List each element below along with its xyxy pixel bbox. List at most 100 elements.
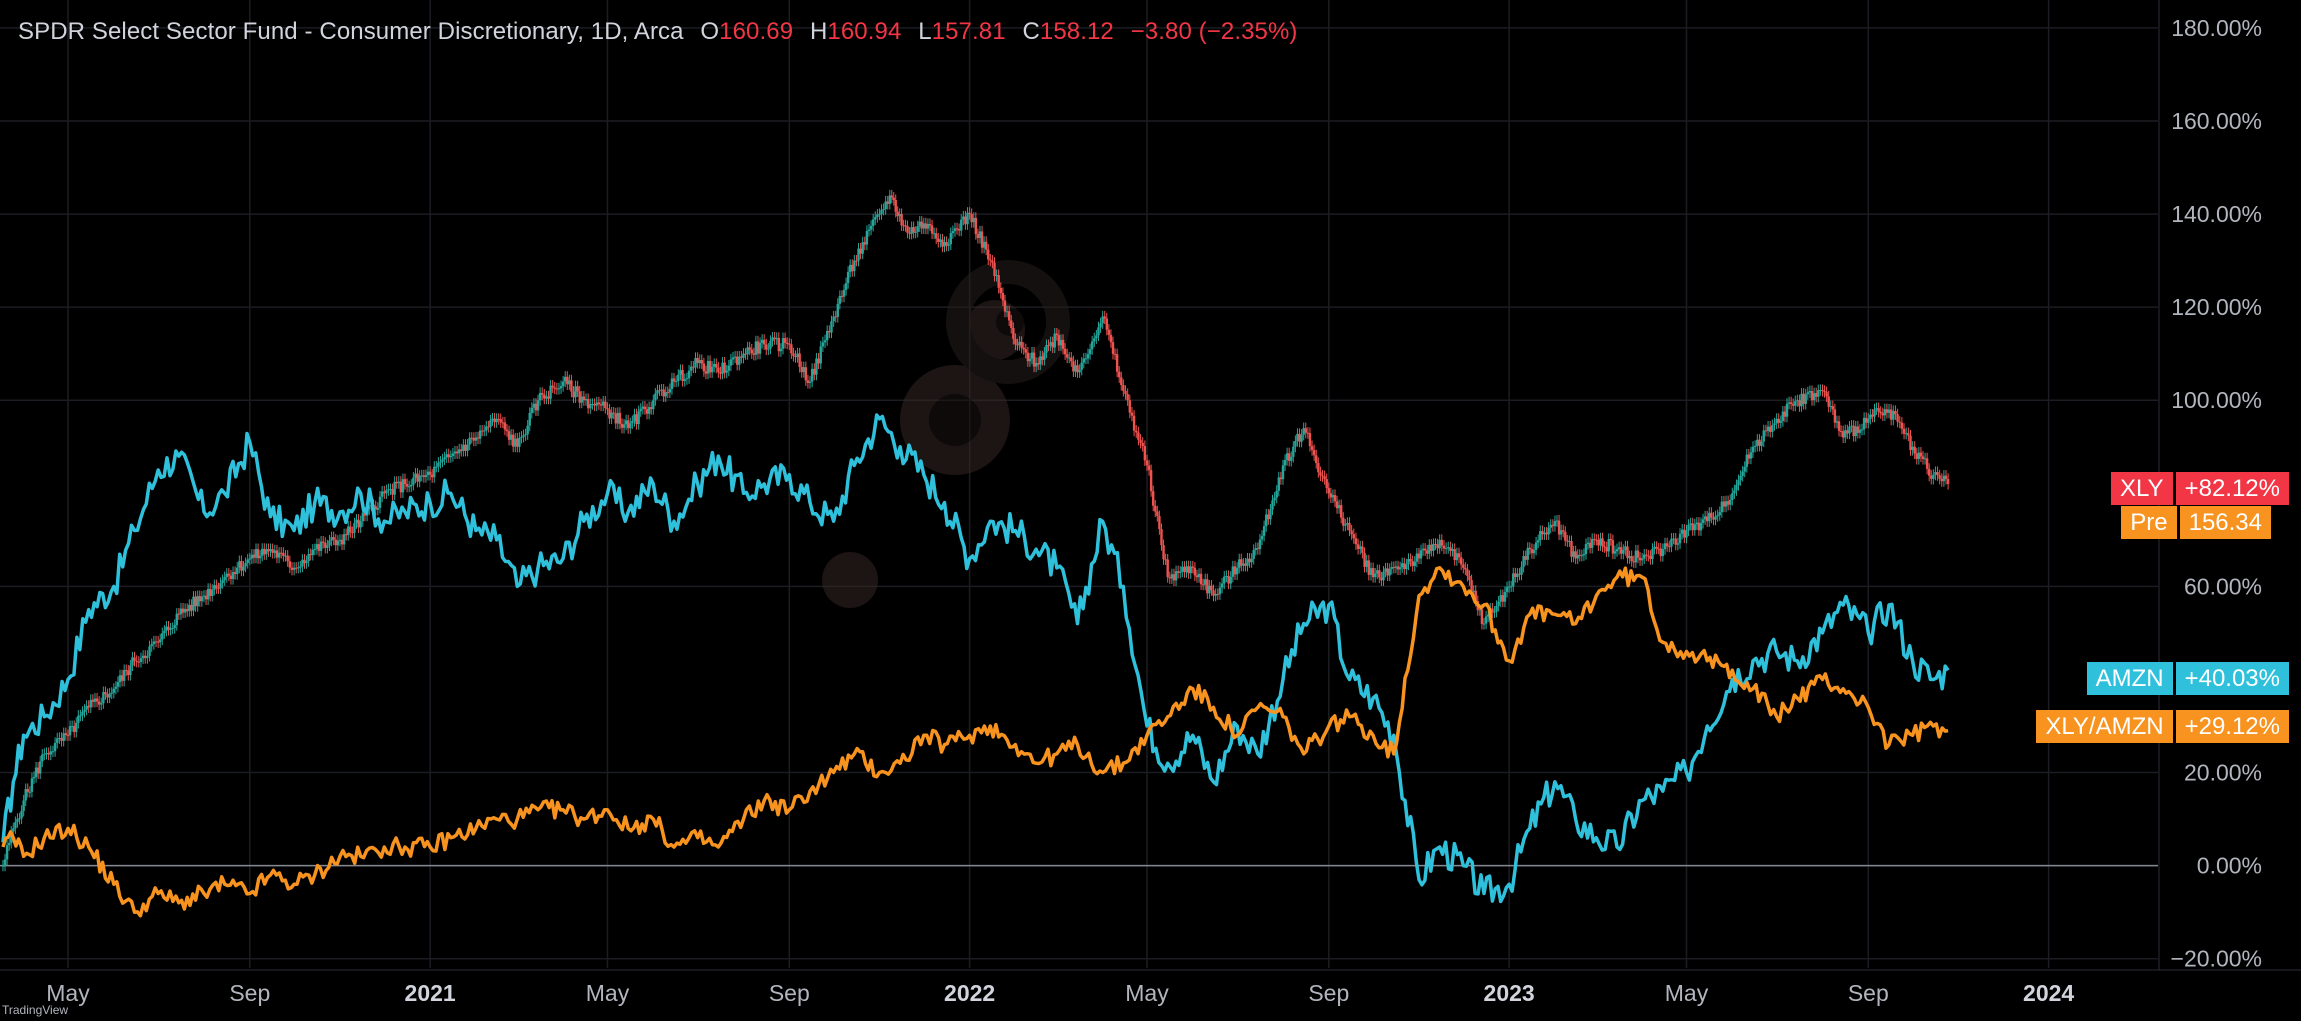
candle-body	[1626, 546, 1629, 559]
candle-body	[1179, 571, 1182, 573]
candle-body	[1012, 327, 1015, 339]
candle-body	[1724, 501, 1728, 507]
candle-body	[526, 425, 529, 435]
candle-body	[1794, 401, 1797, 406]
tag-xly-amzn-value: +29.12%	[2175, 710, 2289, 743]
candle-body	[790, 344, 793, 354]
candle-body	[1304, 428, 1307, 433]
symbol-title[interactable]: SPDR Select Sector Fund - Consumer Discr…	[18, 18, 684, 45]
candle-body	[1739, 475, 1742, 481]
tag-amzn[interactable]: AMZN +40.03%	[2086, 662, 2289, 695]
candle-body	[1756, 439, 1759, 446]
candle-body	[1520, 566, 1523, 575]
candle-body	[135, 660, 138, 662]
grid	[0, 0, 2158, 968]
candle-body	[775, 337, 778, 340]
tag-xly[interactable]: XLY +82.12%	[2110, 472, 2289, 505]
candle-body	[1281, 465, 1285, 480]
candle-body	[1630, 556, 1633, 562]
candle-body	[626, 420, 630, 429]
candle-body	[303, 559, 306, 564]
candle-body	[1070, 357, 1073, 362]
candle-body	[148, 646, 151, 656]
candle-body	[200, 596, 204, 602]
candle-body	[874, 217, 877, 220]
candle-body	[26, 789, 29, 792]
candle-body	[491, 418, 494, 421]
tag-pre[interactable]: Pre 156.34	[2121, 506, 2271, 539]
candle-body	[313, 549, 317, 551]
candle-body	[1183, 566, 1186, 573]
candle-body	[1275, 490, 1278, 498]
candle-body	[470, 437, 473, 439]
candle-body	[1659, 548, 1662, 557]
candle-body	[783, 338, 787, 343]
candle-body	[1701, 519, 1705, 523]
candle-body	[1557, 520, 1561, 535]
candle-body	[1139, 439, 1142, 443]
candle-body	[277, 552, 281, 558]
series-line-xly-amzn[interactable]	[1, 566, 1949, 918]
candle-body	[683, 379, 686, 382]
watermark-logo	[822, 260, 1070, 608]
candle-body	[1737, 480, 1740, 486]
candle-body	[412, 477, 415, 485]
legend-header[interactable]: SPDR Select Sector Fund - Consumer Discr…	[18, 18, 1298, 46]
candle-body	[196, 596, 199, 607]
candle-body	[1900, 422, 1904, 429]
candle-body	[953, 228, 957, 232]
candle-body	[1735, 485, 1738, 491]
candle-body	[1680, 529, 1684, 534]
candle-body	[1543, 532, 1546, 535]
candle-body	[1889, 409, 1893, 420]
candle-body	[1401, 563, 1404, 568]
candle-body	[100, 703, 103, 705]
candle-body	[1482, 623, 1486, 625]
candle-body	[1632, 561, 1635, 563]
candle-body	[1392, 567, 1396, 569]
candle-body	[1934, 472, 1937, 475]
candle-body	[692, 366, 695, 368]
candle-body	[1501, 595, 1505, 602]
candle-body	[528, 412, 531, 426]
candle-body	[120, 675, 124, 681]
candle-body	[125, 670, 128, 672]
tag-xly-amzn[interactable]: XLY/AMZN +29.12%	[2036, 710, 2289, 743]
candle-body	[1436, 544, 1439, 549]
candle-body	[1764, 430, 1768, 432]
candle-body	[1312, 450, 1316, 456]
candle-body	[806, 380, 810, 383]
candle-body	[217, 588, 220, 590]
candle-body	[765, 344, 768, 350]
candle-body	[485, 426, 488, 431]
candle-body	[1877, 408, 1880, 412]
candle-body	[920, 221, 923, 229]
candle-body	[553, 387, 556, 389]
candle-body	[884, 201, 887, 210]
price-scale[interactable]: 180.00% 160.00% 140.00% 120.00% 100.00% 60.00…	[2171, 15, 2262, 972]
candle-body	[721, 362, 724, 374]
candle-body	[1946, 479, 1950, 484]
candle-body	[1172, 574, 1176, 581]
candle-body	[483, 430, 486, 432]
candle-body	[305, 561, 308, 564]
candle-body	[1869, 414, 1872, 419]
candle-body	[578, 391, 581, 403]
candle-body	[1806, 392, 1810, 395]
low-label: L	[918, 18, 932, 45]
candle-body	[290, 567, 294, 570]
time-scale[interactable]: May Sep 2021 May Sep 2022 May Sep 2023 May Sep 2024	[46, 980, 2074, 1006]
series-line-amzn[interactable]	[1, 413, 1950, 904]
candle-body	[614, 413, 617, 424]
candle-body	[591, 403, 594, 405]
candle-body	[702, 363, 706, 372]
candle-body	[231, 572, 235, 580]
candle-body	[416, 473, 419, 482]
candle-body	[152, 641, 156, 645]
candle-body	[1296, 433, 1299, 442]
candle-body	[924, 223, 928, 229]
candle-body	[758, 342, 762, 354]
x-tick-label: May	[46, 980, 90, 1006]
candle-body	[1505, 587, 1509, 592]
